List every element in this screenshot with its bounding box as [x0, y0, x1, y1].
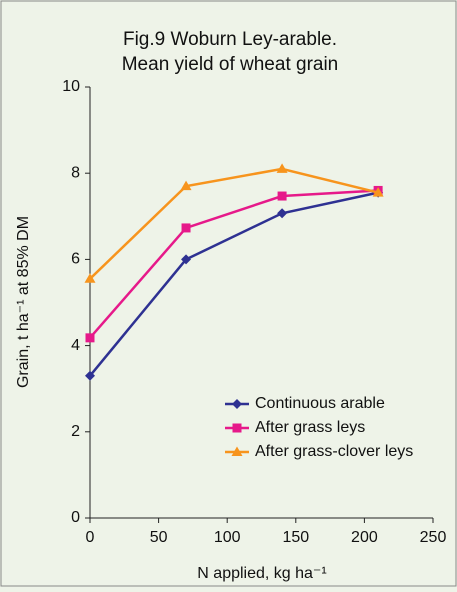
y-tick-label: 0	[71, 509, 80, 526]
y-tick-label: 10	[62, 78, 80, 95]
chart-title: Fig.9 Woburn Ley-arable.	[123, 29, 337, 50]
marker	[85, 333, 95, 343]
x-tick-label: 50	[150, 529, 168, 546]
legend-label: Continuous arable	[255, 395, 385, 412]
x-tick-label: 150	[282, 529, 309, 546]
y-tick-label: 6	[71, 251, 80, 268]
marker	[277, 208, 288, 219]
y-tick-label: 2	[71, 423, 80, 440]
chart-title: Mean yield of wheat grain	[122, 54, 339, 75]
x-tick-label: 100	[214, 529, 241, 546]
marker	[232, 423, 242, 433]
x-tick-label: 250	[420, 529, 447, 546]
series-line	[89, 189, 379, 339]
marker	[231, 446, 243, 456]
x-axis-label: N applied, kg ha⁻¹	[197, 565, 326, 582]
legend-label: After grass leys	[255, 419, 365, 436]
marker	[84, 273, 96, 283]
marker	[180, 180, 192, 191]
y-tick-label: 4	[71, 337, 80, 354]
series-line	[89, 191, 379, 377]
y-tick-label: 8	[71, 164, 80, 181]
marker	[276, 163, 288, 173]
marker	[232, 399, 242, 409]
legend-label: After grass-clover leys	[255, 443, 413, 460]
marker	[181, 223, 191, 233]
marker	[372, 187, 384, 197]
marker	[277, 191, 287, 201]
series-line	[89, 167, 379, 280]
x-tick-label: 0	[86, 529, 95, 546]
marker	[85, 370, 95, 381]
marker	[181, 254, 192, 265]
y-axis-label: Grain, t ha⁻¹ at 85% DM	[15, 216, 32, 388]
x-tick-label: 200	[351, 529, 378, 546]
